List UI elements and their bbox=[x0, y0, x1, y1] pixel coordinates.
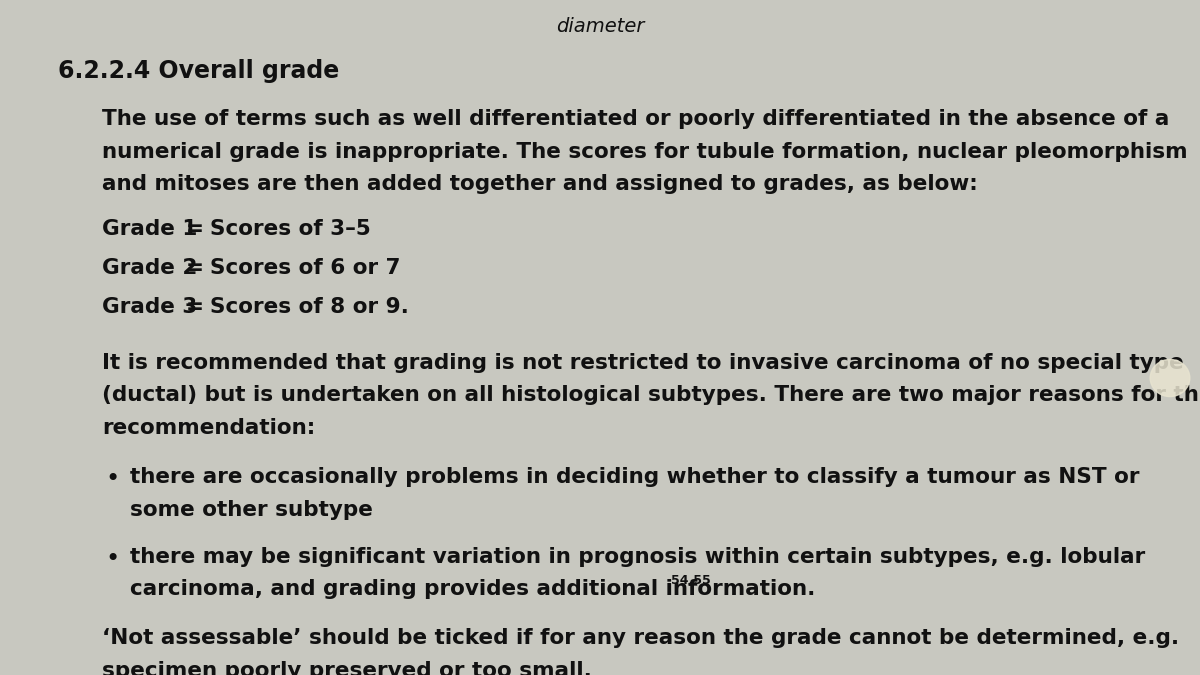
Text: •: • bbox=[106, 467, 120, 491]
Text: recommendation:: recommendation: bbox=[102, 418, 316, 438]
Text: there may be significant variation in prognosis within certain subtypes, e.g. lo: there may be significant variation in pr… bbox=[130, 547, 1145, 567]
Text: Scores of 6 or 7: Scores of 6 or 7 bbox=[210, 258, 401, 278]
Text: =: = bbox=[186, 219, 204, 239]
Text: specimen poorly preserved or too small.: specimen poorly preserved or too small. bbox=[102, 661, 592, 675]
Text: =: = bbox=[186, 258, 204, 278]
Text: diameter: diameter bbox=[556, 17, 644, 36]
Text: ‘Not assessable’ should be ticked if for any reason the grade cannot be determin: ‘Not assessable’ should be ticked if for… bbox=[102, 628, 1180, 649]
Text: 6.2.2.4 Overall grade: 6.2.2.4 Overall grade bbox=[58, 59, 338, 83]
Text: there are occasionally problems in deciding whether to classify a tumour as NST : there are occasionally problems in decid… bbox=[130, 467, 1139, 487]
Text: numerical grade is inappropriate. The scores for tubule formation, nuclear pleom: numerical grade is inappropriate. The sc… bbox=[102, 142, 1188, 162]
Text: Scores of 8 or 9.: Scores of 8 or 9. bbox=[210, 297, 409, 317]
Text: •: • bbox=[106, 547, 120, 571]
Text: some other subtype: some other subtype bbox=[130, 500, 372, 520]
Ellipse shape bbox=[1151, 359, 1190, 397]
Text: (ductal) but is undertaken on all histological subtypes. There are two major rea: (ductal) but is undertaken on all histol… bbox=[102, 385, 1200, 406]
Text: 54,55: 54,55 bbox=[671, 574, 710, 587]
Text: Grade 2: Grade 2 bbox=[102, 258, 197, 278]
Text: carcinoma, and grading provides additional information.: carcinoma, and grading provides addition… bbox=[130, 579, 815, 599]
Text: It is recommended that grading is not restricted to invasive carcinoma of no spe: It is recommended that grading is not re… bbox=[102, 353, 1183, 373]
Text: =: = bbox=[186, 297, 204, 317]
Text: Scores of 3–5: Scores of 3–5 bbox=[210, 219, 371, 239]
Text: The use of terms such as well differentiated or poorly differentiated in the abs: The use of terms such as well differenti… bbox=[102, 109, 1169, 130]
Text: Grade 3: Grade 3 bbox=[102, 297, 197, 317]
Text: Grade 1: Grade 1 bbox=[102, 219, 197, 239]
Text: and mitoses are then added together and assigned to grades, as below:: and mitoses are then added together and … bbox=[102, 174, 978, 194]
